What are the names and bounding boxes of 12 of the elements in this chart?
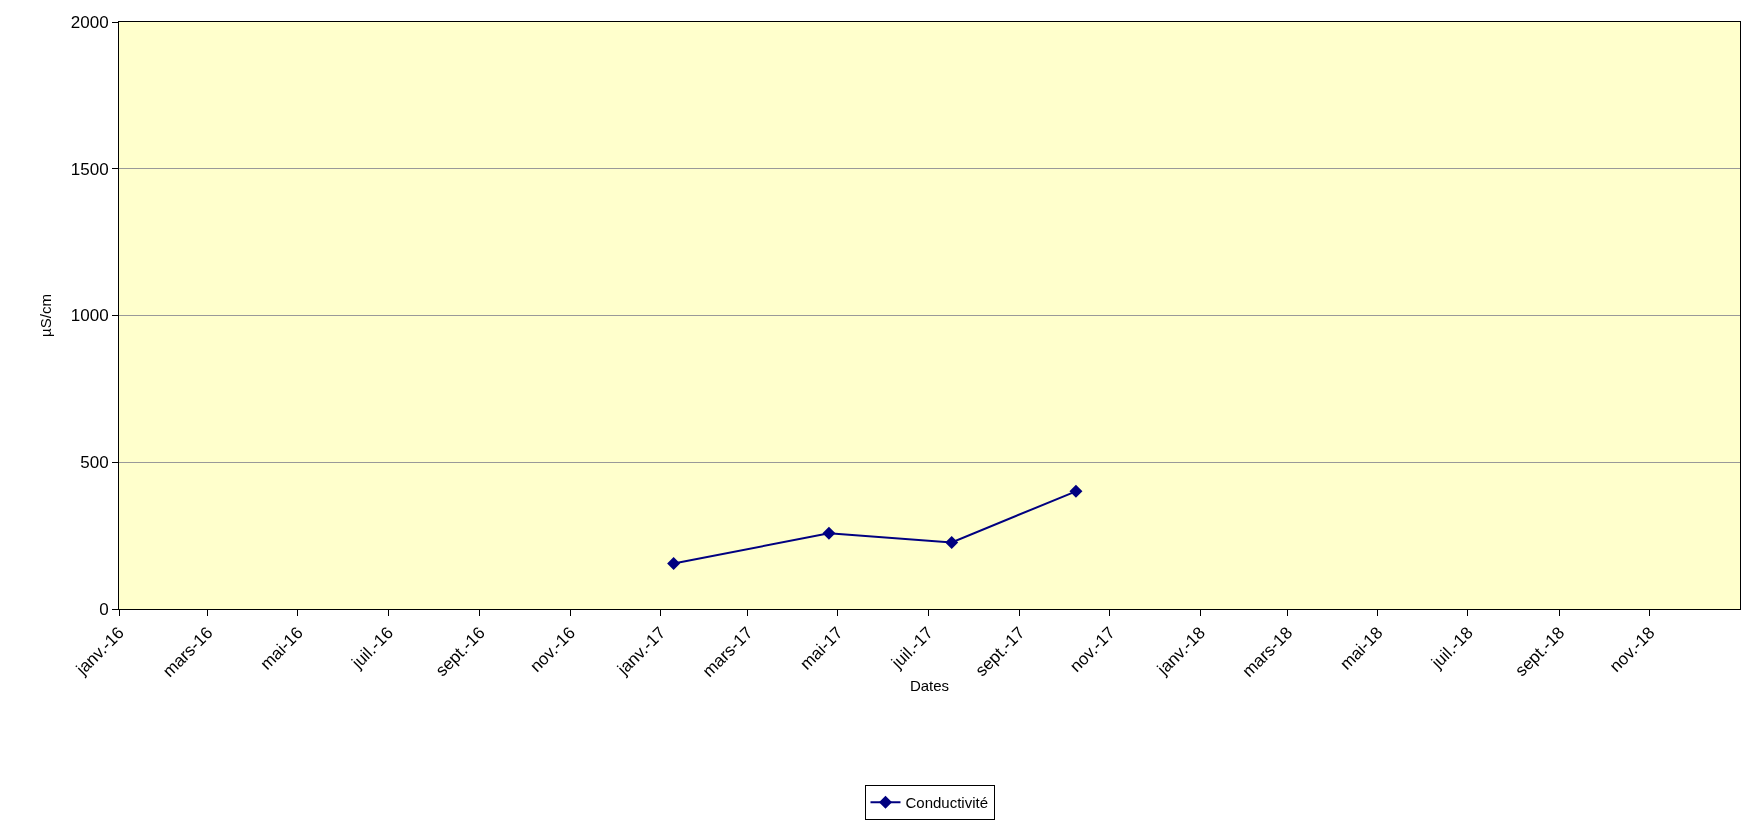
point [1069, 484, 1083, 498]
y-tick-label: 2000 [70, 12, 109, 32]
legend-label: Conductivité [905, 794, 989, 812]
x-axis-title: Dates [909, 676, 950, 694]
y-axis-title: µS/cm [37, 294, 55, 337]
y-tick-label: 0 [99, 599, 109, 619]
point [667, 557, 681, 571]
point [822, 526, 836, 540]
y-tick-label: 1000 [70, 306, 109, 326]
y-tick-label: 500 [80, 453, 109, 473]
y-tick-label: 1500 [70, 159, 109, 179]
point [945, 535, 959, 549]
